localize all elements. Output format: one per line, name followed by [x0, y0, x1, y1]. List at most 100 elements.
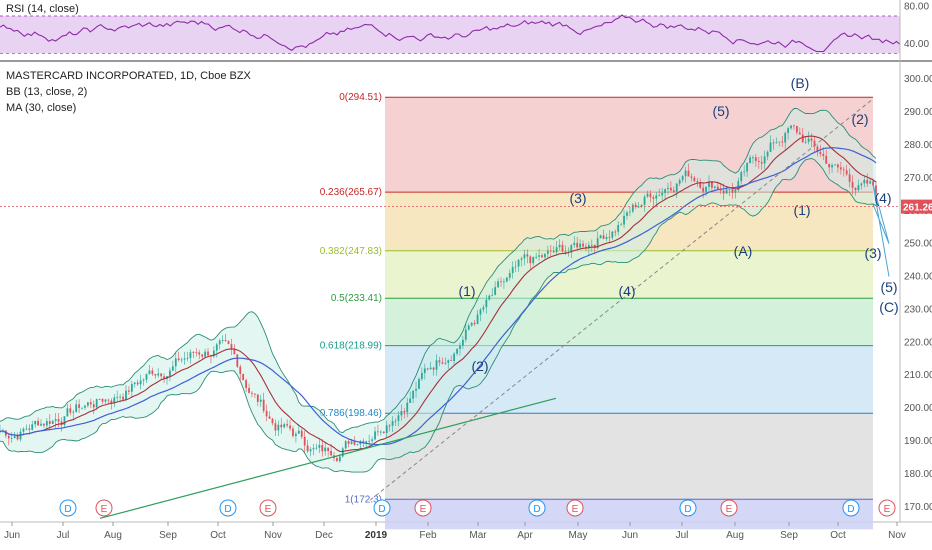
- event-marker: [59, 499, 77, 517]
- candle-body: [403, 410, 406, 413]
- candle-body: [538, 255, 540, 257]
- event-marker: [414, 499, 432, 517]
- wave-label: (5): [712, 103, 729, 119]
- candle-body: [532, 256, 535, 264]
- candle-body: [133, 382, 136, 385]
- candle-body: [617, 224, 620, 232]
- candle-body: [379, 431, 382, 433]
- candle-body: [664, 189, 666, 193]
- time-tick-label: 2019: [365, 530, 388, 541]
- candle-body: [511, 267, 514, 274]
- time-tick-label: Sep: [159, 530, 177, 541]
- candle-body: [262, 399, 265, 411]
- price-axis[interactable]: 300.00290.00280.00270.00260.00250.00240.…: [904, 74, 932, 513]
- price-tick-label: 170.00: [904, 502, 932, 513]
- time-axis[interactable]: Jun Jul Aug Sep Oct Nov Dec 2019 Feb Mar Apr May Jun…: [4, 522, 906, 541]
- main-legend-title[interactable]: MASTERCARD INCORPORATED, 1D, Cboe BZX: [6, 70, 251, 82]
- candle-body: [292, 428, 294, 436]
- bb-upper-line: [0, 107, 877, 434]
- diagonal-projection-line: [369, 98, 874, 501]
- candle-body: [365, 441, 368, 444]
- current-price-tag: 261.26: [0, 199, 932, 214]
- candle-body: [183, 358, 186, 360]
- candle-body: [195, 352, 198, 354]
- time-tick-label: Oct: [830, 530, 846, 541]
- candle-body: [766, 151, 769, 157]
- candle-body: [350, 441, 353, 444]
- candle-body: [233, 348, 236, 355]
- candle-body: [324, 447, 327, 452]
- candle-body: [816, 146, 819, 152]
- time-tick-label: Jun: [4, 530, 20, 541]
- price-tick-label: 210.00: [904, 370, 932, 381]
- ma-legend[interactable]: MA (30, close): [6, 102, 77, 114]
- candle-body: [89, 402, 92, 405]
- candle-body: [749, 157, 751, 164]
- candle-body: [139, 380, 142, 385]
- candle-body: [488, 295, 491, 300]
- candle-body: [300, 430, 303, 437]
- candle-body: [587, 245, 590, 249]
- candle-body: [670, 187, 672, 191]
- fib-level-label: 0.618(218.99): [320, 341, 382, 352]
- candle-body: [834, 164, 836, 166]
- fib-zone: [385, 413, 873, 500]
- fib-level-label: 1(172.3): [345, 494, 382, 505]
- candle-body: [397, 415, 400, 421]
- candle-body: [822, 153, 825, 156]
- candle-body: [784, 132, 787, 143]
- candle-body: [599, 235, 602, 239]
- candle-body: [763, 156, 766, 164]
- candle-body: [330, 451, 332, 456]
- candle-body: [142, 379, 145, 381]
- candle-body: [649, 193, 652, 198]
- candle-body: [344, 441, 347, 449]
- wave-label: (1): [793, 202, 810, 218]
- candle-body: [107, 399, 110, 401]
- candle-body: [623, 215, 625, 225]
- candle-body: [186, 357, 189, 359]
- fib-level-label: 0(294.51): [339, 92, 382, 103]
- candle-body: [25, 428, 28, 430]
- candle-body: [151, 370, 154, 374]
- candle-body: [798, 132, 801, 135]
- price-tick-label: 280.00: [904, 140, 932, 151]
- candle-body: [444, 362, 447, 364]
- candle-body: [336, 458, 338, 462]
- candle-body: [157, 373, 160, 376]
- candle-body: [769, 142, 772, 152]
- rsi-legend[interactable]: RSI (14, close): [6, 3, 79, 15]
- candle-body: [253, 393, 256, 395]
- candle-body: [602, 235, 605, 239]
- candle-body: [746, 163, 748, 172]
- candle-body: [526, 254, 529, 257]
- candle-body: [13, 435, 16, 439]
- candle-body: [259, 399, 262, 402]
- candle-body: [154, 373, 157, 376]
- bb-legend[interactable]: BB (13, close, 2): [6, 86, 88, 98]
- candle-body: [596, 238, 599, 249]
- rsi-panel: [0, 14, 901, 54]
- candle-body: [125, 390, 127, 400]
- candle-body: [500, 281, 502, 283]
- candle-body: [459, 345, 461, 350]
- candle-body: [523, 254, 526, 259]
- candle-body: [678, 180, 681, 184]
- candle-body: [652, 197, 655, 199]
- candle-body: [145, 374, 148, 380]
- candle-body: [86, 402, 89, 406]
- rsi-axis[interactable]: 80.00 40.00: [904, 2, 929, 50]
- candle-body: [620, 224, 623, 226]
- time-tick-label: Nov: [264, 530, 282, 541]
- candle-body: [78, 404, 81, 408]
- rsi-tick-label: 40.00: [904, 39, 929, 50]
- candle-body: [347, 441, 350, 444]
- candle-body: [271, 418, 274, 424]
- fib-level-label: 0.786(198.46): [320, 408, 382, 419]
- candle-body: [201, 354, 204, 357]
- candle-body: [43, 423, 45, 426]
- wave-label: (4): [874, 190, 891, 206]
- candle-body: [848, 174, 851, 182]
- candle-body: [95, 399, 98, 408]
- rsi-line: [0, 14, 901, 53]
